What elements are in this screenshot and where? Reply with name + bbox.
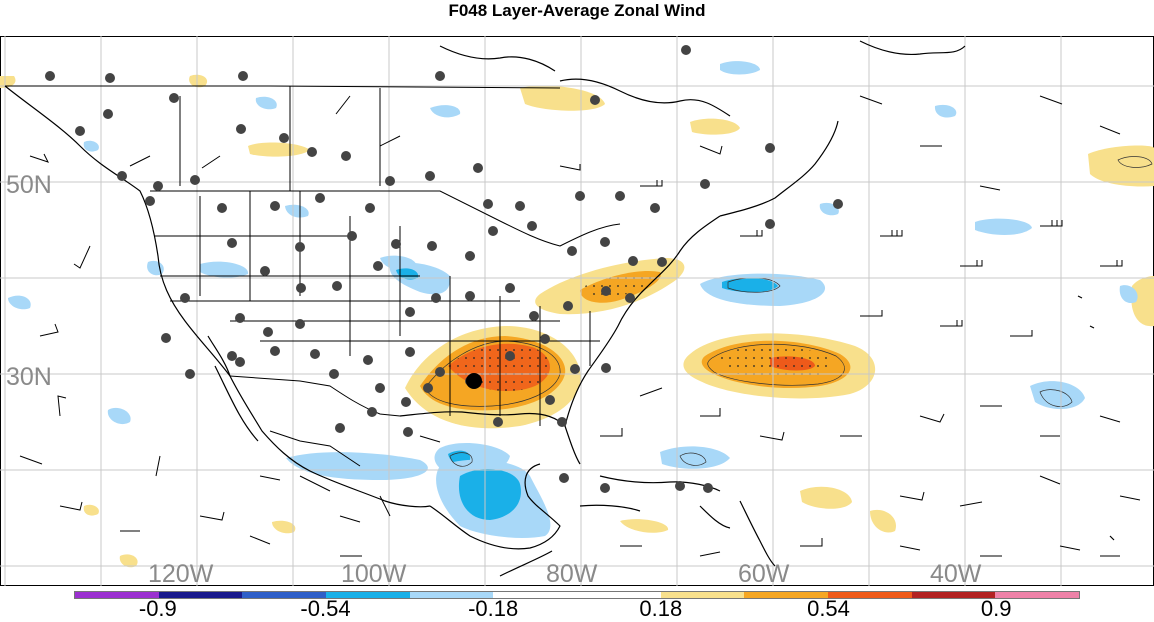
colorbar-segment — [995, 592, 1080, 598]
colorbar — [74, 591, 1080, 599]
colorbar-segment — [409, 592, 494, 598]
colorbar-label: -0.54 — [300, 596, 351, 621]
map-panel: 50N 30N 120W 100W 80W 60W 40W — [0, 36, 1154, 588]
political-boundaries — [5, 85, 621, 517]
map-canvas — [0, 36, 1154, 586]
wind-barbs — [19, 95, 1141, 557]
lat-label-30n: 30N — [6, 363, 52, 391]
map-title: F048 Layer-Average Zonal Wind — [448, 1, 706, 20]
colorbar-segment — [577, 592, 661, 598]
colorbar-segment — [326, 592, 410, 598]
colorbar-segment — [828, 592, 912, 598]
lon-label-40w: 40W — [930, 560, 982, 588]
coastlines — [4, 40, 1115, 577]
lat-label-50n: 50N — [6, 171, 52, 199]
colorbar-segment — [158, 592, 243, 598]
lon-label-60w: 60W — [738, 560, 790, 588]
colorbar-label: -0.18 — [468, 596, 519, 621]
colorbar-segment — [242, 592, 327, 598]
colorbar-segment — [744, 592, 829, 598]
lon-label-100w: 100W — [341, 560, 407, 588]
colorbar-label: 0.54 — [807, 596, 850, 621]
lon-label-120w: 120W — [148, 560, 214, 588]
observation-stations — [45, 45, 843, 493]
colorbar-segment — [911, 592, 996, 598]
colorbar-segment — [660, 592, 745, 598]
colorbar-label: 0.18 — [639, 596, 683, 621]
lon-label-80w: 80W — [546, 560, 598, 588]
colorbar-segment — [493, 592, 578, 598]
colorbar-segment — [75, 592, 159, 598]
colorbar-label: 0.9 — [980, 596, 1012, 621]
colorbar-label: -0.9 — [138, 596, 177, 621]
